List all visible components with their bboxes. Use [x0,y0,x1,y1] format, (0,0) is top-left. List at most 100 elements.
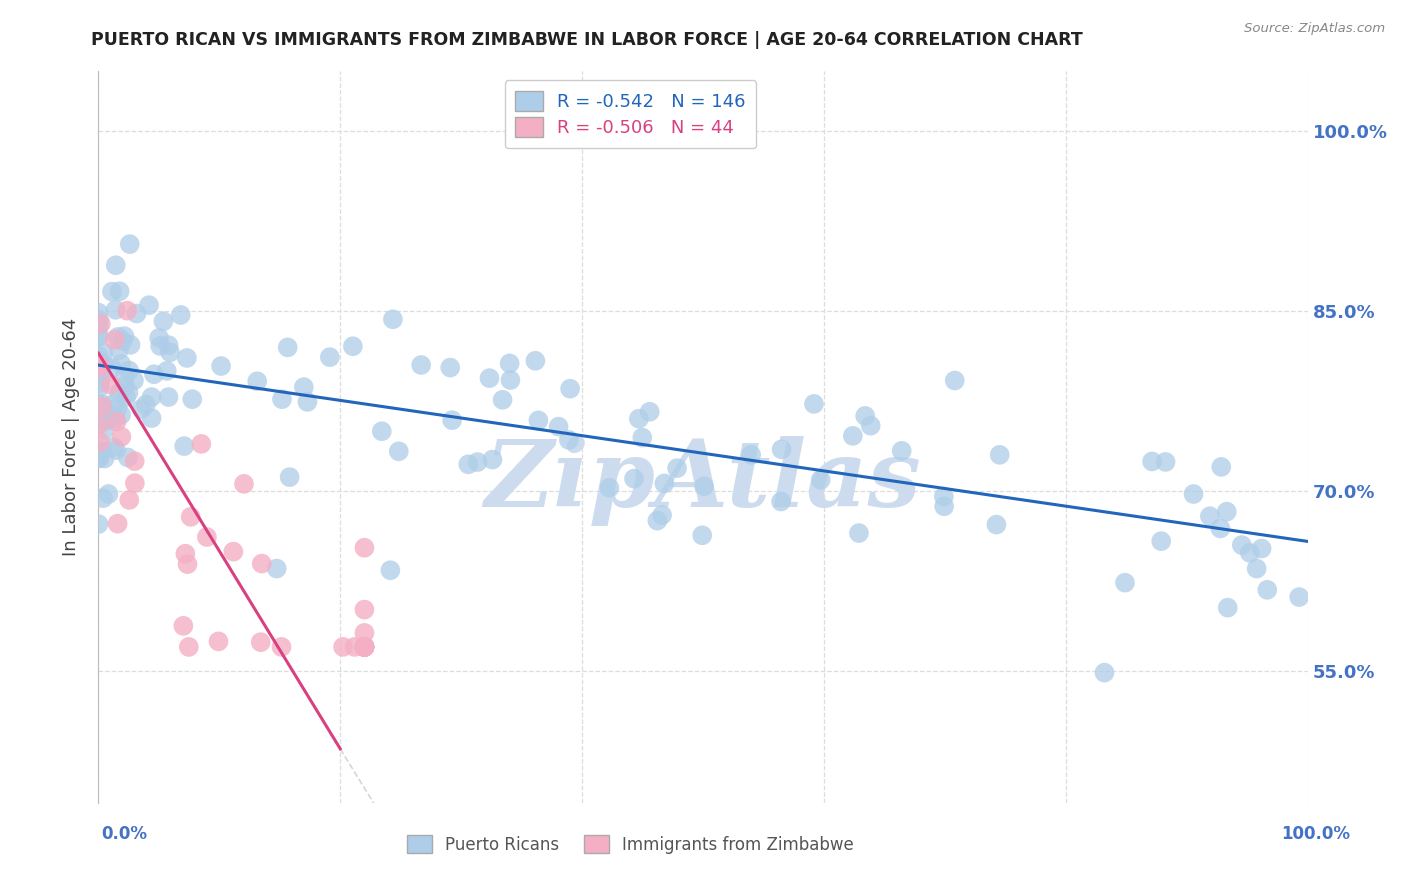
Point [108,385,131,400]
Text: 100.0%: 100.0% [1281,825,1350,843]
Point [105,415,128,429]
Point [149,339,172,353]
Point [491,392,513,407]
Point [439,360,461,375]
Point [104,333,127,347]
Point [91,491,114,505]
Point [598,481,620,495]
Point [233,476,256,491]
Point [87,417,110,432]
Point [141,390,163,404]
Text: Source: ZipAtlas.com: Source: ZipAtlas.com [1244,22,1385,36]
Point [1239,546,1261,560]
Point [101,360,124,375]
Point [190,437,212,451]
Point [90,443,112,458]
Point [457,458,479,472]
Point [87,305,110,319]
Point [107,516,129,531]
Point [108,285,131,299]
Point [353,640,375,654]
Point [111,334,134,348]
Point [1154,455,1177,469]
Point [173,439,195,453]
Y-axis label: In Labor Force | Age 20-64: In Labor Force | Age 20-64 [62,318,80,557]
Point [380,563,402,577]
Point [740,448,762,462]
Point [94,414,117,428]
Point [114,378,136,392]
Point [623,472,645,486]
Point [1182,487,1205,501]
Point [478,371,501,385]
Point [115,303,138,318]
Point [1230,538,1253,552]
Point [89,435,111,450]
Point [353,626,375,640]
Point [122,373,145,387]
Point [1250,541,1272,556]
Point [647,514,669,528]
Point [666,461,689,475]
Point [353,640,375,654]
Point [353,640,375,654]
Point [87,397,110,411]
Point [1199,509,1222,524]
Point [114,369,136,384]
Point [170,308,193,322]
Point [90,370,112,384]
Point [104,396,127,410]
Point [157,338,180,352]
Point [631,431,654,445]
Point [353,640,375,654]
Point [100,377,122,392]
Point [152,314,174,328]
Point [527,413,550,427]
Point [1288,590,1310,604]
Point [441,413,464,427]
Point [932,500,955,514]
Point [353,640,375,654]
Point [89,359,111,374]
Point [87,330,110,344]
Point [89,400,111,414]
Point [118,363,141,377]
Point [1114,575,1136,590]
Point [87,406,110,420]
Point [1246,561,1268,575]
Point [278,470,301,484]
Point [1216,505,1239,519]
Point [87,328,110,343]
Point [87,358,110,372]
Point [143,368,166,382]
Point [174,547,197,561]
Text: PUERTO RICAN VS IMMIGRANTS FROM ZIMBABWE IN LABOR FORCE | AGE 20-64 CORRELATION : PUERTO RICAN VS IMMIGRANTS FROM ZIMBABWE… [91,31,1083,49]
Point [110,408,132,422]
Point [101,285,124,299]
Point [222,544,245,558]
Point [803,397,825,411]
Point [558,382,581,396]
Point [107,330,129,344]
Point [342,339,364,353]
Point [207,634,229,648]
Point [176,557,198,571]
Point [87,359,110,374]
Point [181,392,204,407]
Point [498,356,520,370]
Point [105,443,128,458]
Point [943,374,966,388]
Point [353,640,375,654]
Point [89,380,111,394]
Point [93,357,115,371]
Point [932,490,955,504]
Point [104,302,127,317]
Point [148,331,170,345]
Point [467,455,489,469]
Point [104,258,127,272]
Point [651,508,673,523]
Point [810,473,832,487]
Point [848,526,870,541]
Point [209,359,232,373]
Point [277,340,299,354]
